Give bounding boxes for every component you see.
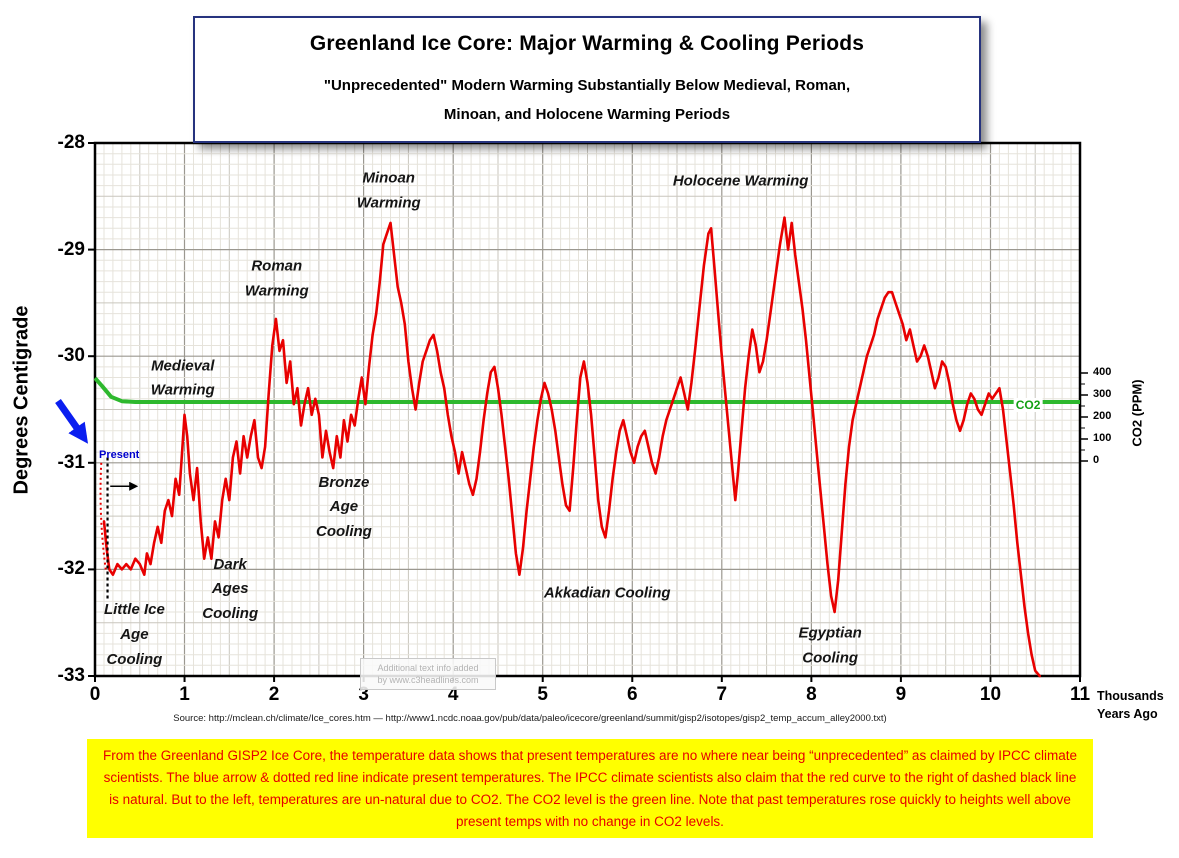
- y-axis-title: Degrees Centigrade: [10, 305, 33, 495]
- y-tick-label: -29: [57, 238, 85, 260]
- title-box: Greenland Ice Core: Major Warming & Cool…: [193, 16, 981, 143]
- x-axis-unit: Thousands Years Ago: [1097, 687, 1164, 723]
- x-tick-label: 2: [268, 684, 280, 705]
- x-tick-label: 5: [537, 684, 549, 705]
- annotation-bronze-age-cooling: Bronze Age Cooling: [316, 473, 372, 540]
- chart-title: Greenland Ice Core: Major Warming & Cool…: [309, 32, 865, 55]
- x-tick-label: 4: [447, 684, 459, 705]
- co2-line-label: CO2: [1013, 398, 1043, 413]
- x-tick-label: 7: [716, 684, 728, 705]
- co2-tick-label: 300: [1093, 388, 1112, 400]
- x-tick-label: 1: [179, 684, 190, 705]
- x-axis-unit-line2: Years Ago: [1097, 707, 1158, 722]
- annotation-dark-ages-cooling: Dark Ages Cooling: [202, 555, 259, 623]
- x-tick-label: 10: [979, 684, 1002, 705]
- co2-tick-label: 100: [1093, 432, 1112, 444]
- x-tick-label: 8: [806, 684, 817, 705]
- annotation-minoan-warming: Minoan Warming: [356, 169, 421, 211]
- y-tick-label: -30: [57, 345, 85, 367]
- y-tick-label: -28: [57, 132, 85, 153]
- annotation-medieval-warming: Medieval Warming: [150, 356, 215, 399]
- watermark: Additional text info added by www.c3head…: [360, 658, 496, 691]
- x-tick-label: 9: [895, 684, 907, 705]
- x-tick-label: 6: [626, 684, 638, 705]
- x-axis-unit-line1: Thousands: [1097, 689, 1164, 703]
- y-tick-label: -32: [57, 558, 85, 580]
- x-tick-label: 3: [358, 684, 369, 705]
- chart-subtitle-line2: Minoan, and Holocene Warming Periods: [443, 105, 731, 123]
- chart-subtitle-line1: "Unprecedented" Modern Warming Substanti…: [323, 77, 851, 94]
- source-line: Source: http://mclean.ch/climate/Ice_cor…: [173, 713, 887, 724]
- watermark-line2: by www.c3headlines.com: [377, 675, 479, 686]
- caption-box: From the Greenland GISP2 Ice Core, the t…: [87, 739, 1093, 839]
- present-arrow-icon: [55, 398, 89, 444]
- annotation-little-ice-age-cooling: Little Ice Age Cooling: [103, 601, 165, 668]
- co2-tick-label: 400: [1093, 366, 1112, 378]
- x-tick-label: 0: [89, 684, 101, 705]
- y-tick-label: -31: [57, 451, 85, 473]
- watermark-line1: Additional text info added: [377, 663, 479, 673]
- annotation-egyptian-cooling: Egyptian Cooling: [798, 624, 862, 667]
- co2-tick-label: 0: [1093, 454, 1100, 466]
- annotation-roman-warming: Roman Warming: [244, 257, 309, 300]
- annotation-holocene-warming: Holocene Warming: [672, 173, 809, 191]
- x-tick-label: 11: [1069, 684, 1091, 705]
- present-label: Present: [98, 449, 140, 462]
- co2-tick-label: 200: [1093, 410, 1112, 422]
- annotation-akkadian-cooling: Akkadian Cooling: [543, 584, 671, 602]
- co2-axis-title: CO2 (PPM): [1129, 379, 1145, 447]
- y-tick-label: -33: [57, 665, 85, 686]
- chart-graphics: [88, 141, 1088, 682]
